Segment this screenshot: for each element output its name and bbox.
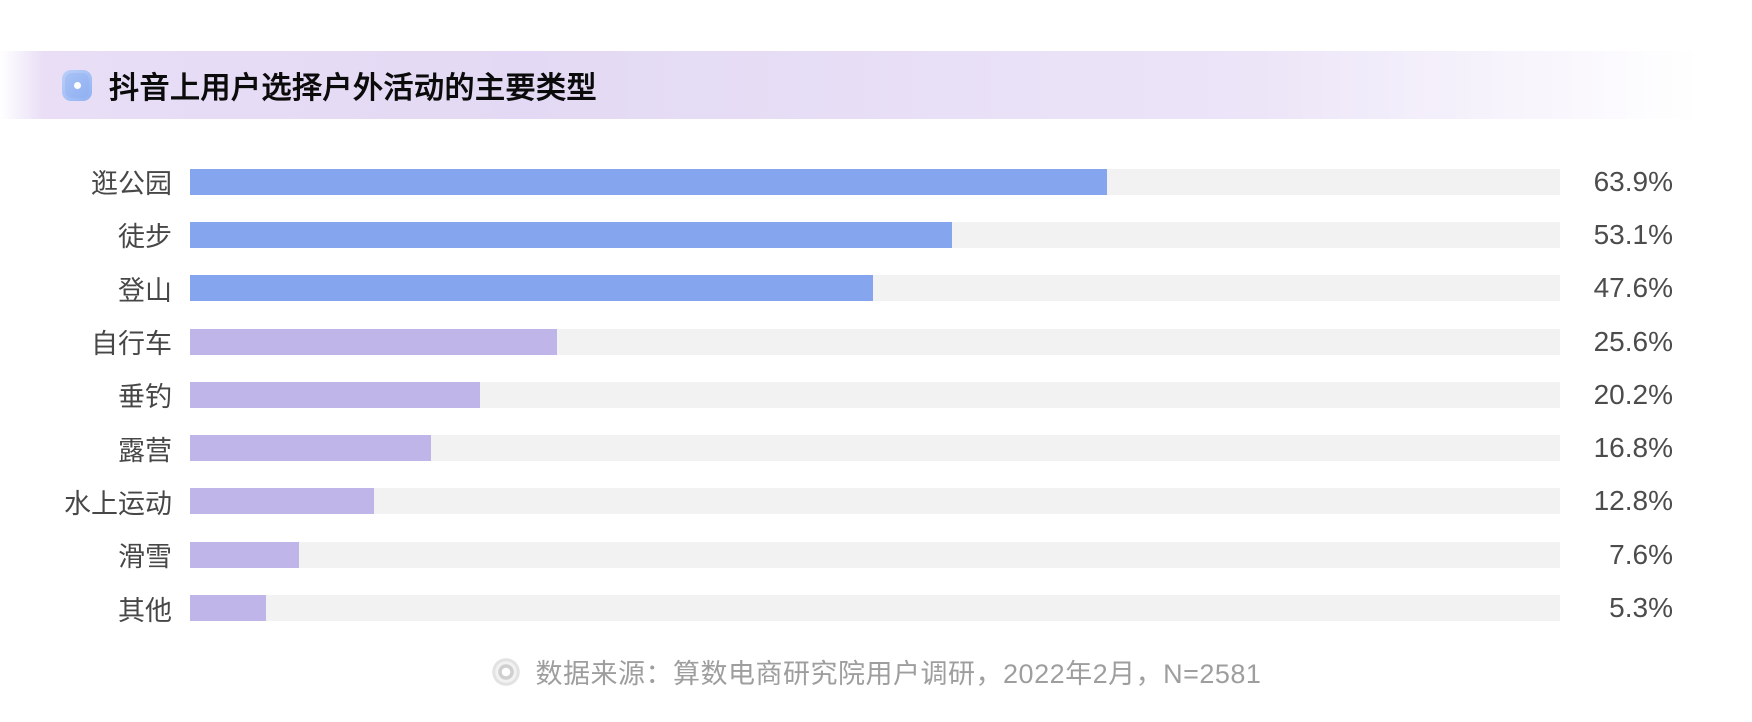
value-label: 5.3% [1609,592,1673,624]
chart-row: 滑雪 7.6% [0,528,1752,581]
bar-track [190,221,1560,248]
bar [190,221,952,248]
value-label: 20.2% [1593,378,1673,410]
bar-track [190,435,1560,462]
value-label: 25.6% [1593,325,1673,357]
bar [190,435,431,462]
concentric-circles-icon [490,656,521,687]
chart-row: 徒步 53.1% [0,208,1752,261]
bar-track [190,381,1560,408]
data-source-text: 数据来源：算数电商研究院用户调研，2022年2月，N=2581 [535,659,1262,689]
category-label: 逛公园 [91,169,172,200]
value-label: 47.6% [1593,272,1673,304]
title-badge-icon-dot [73,81,81,89]
bar-track [190,541,1560,568]
value-label: 12.8% [1593,485,1673,517]
bar-track [190,168,1560,195]
chart-row: 露营 16.8% [0,421,1752,474]
bar-track [190,275,1560,302]
value-label: 53.1% [1593,218,1673,250]
value-label: 63.9% [1593,165,1673,197]
category-label: 徒步 [118,222,172,253]
category-label: 垂钓 [118,382,172,413]
bar [190,541,300,568]
bar [190,595,267,622]
bar-chart: 逛公园 63.9% 徒步 53.1% 登山 47.6% 自行车 25.6% 垂钓… [0,155,1752,635]
value-label: 7.6% [1609,538,1673,570]
chart-row: 自行车 25.6% [0,315,1752,368]
category-label: 自行车 [91,329,172,360]
chart-row: 水上运动 12.8% [0,475,1752,528]
title-badge-icon [62,69,92,101]
bar [190,328,558,355]
bar-track [190,595,1560,622]
bar [190,381,480,408]
value-label: 16.8% [1593,432,1673,464]
bar [190,275,873,302]
category-label: 登山 [118,275,172,306]
bar [190,488,374,515]
data-source-row: 数据来源：算数电商研究院用户调研，2022年2月，N=2581 [0,652,1752,691]
chart-row: 垂钓 20.2% [0,368,1752,421]
bar-track [190,328,1560,355]
category-label: 露营 [118,435,172,466]
category-label: 水上运动 [64,488,172,519]
header-band: 抖音上用户选择户外活动的主要类型 [0,51,1752,119]
page-title: 抖音上用户选择户外活动的主要类型 [109,72,597,105]
category-label: 其他 [118,595,172,626]
bar [190,168,1107,195]
chart-row: 逛公园 63.9% [0,155,1752,208]
bar-track [190,488,1560,515]
chart-row: 其他 5.3% [0,581,1752,634]
chart-row: 登山 47.6% [0,262,1752,315]
category-label: 滑雪 [118,542,172,573]
